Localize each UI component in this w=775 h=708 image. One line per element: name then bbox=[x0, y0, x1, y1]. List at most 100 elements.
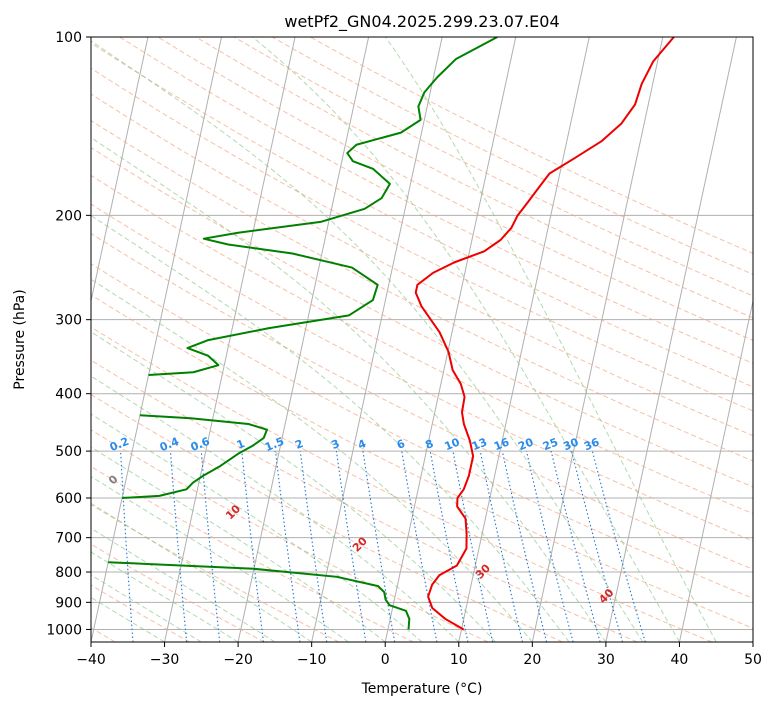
mixing-ratio-label: 10 bbox=[443, 435, 462, 453]
dry-adiabat bbox=[91, 174, 753, 515]
x-axis: −40 −30 −20 −10 0 10 20 30 40 50 bbox=[76, 642, 762, 668]
mixing-ratio-label: 1 bbox=[235, 437, 247, 452]
mixing-ratio-line bbox=[299, 451, 328, 642]
mixing-ratio-line bbox=[335, 451, 367, 642]
y-axis-label: Pressure (hPa) bbox=[12, 289, 28, 389]
moisture-profile-line bbox=[122, 414, 268, 500]
dry-adiabat bbox=[91, 393, 563, 642]
mixing-ratio-line bbox=[591, 450, 646, 642]
moisture-profile-line bbox=[108, 561, 411, 630]
x-tick-label: 50 bbox=[744, 652, 762, 668]
moist-adiabat bbox=[91, 574, 202, 642]
moist-adiabat bbox=[91, 413, 423, 642]
mixing-ratio-label: 36 bbox=[582, 435, 601, 453]
y-tick-label: 400 bbox=[55, 387, 82, 403]
isotherm-line bbox=[531, 37, 664, 642]
mixing-ratio-line bbox=[452, 450, 494, 642]
isotherm-line bbox=[237, 37, 370, 642]
y-tick-label: 300 bbox=[55, 313, 82, 329]
mixing-ratio-line bbox=[274, 451, 301, 642]
moist-adiabat bbox=[91, 475, 349, 642]
dry-adiabat bbox=[195, 37, 753, 319]
x-tick-label: −40 bbox=[76, 652, 106, 668]
mixing-ratio-label: 8 bbox=[423, 437, 435, 452]
temperature-profile-line bbox=[414, 37, 675, 631]
isotherm-line bbox=[678, 298, 753, 642]
mixing-ratio-line bbox=[550, 450, 601, 642]
moist-adiabat bbox=[91, 214, 570, 642]
dry-adiabat bbox=[91, 326, 712, 642]
moisture-profile-line bbox=[148, 37, 498, 377]
x-tick-label: 10 bbox=[450, 652, 468, 668]
x-tick-label: 30 bbox=[597, 652, 615, 668]
isotherm-line bbox=[91, 37, 222, 642]
x-tick-label: 40 bbox=[671, 652, 689, 668]
mixing-ratio-line bbox=[429, 451, 469, 642]
x-tick-label: 0 bbox=[381, 652, 390, 668]
plot-frame bbox=[90, 36, 754, 643]
mixing-ratio-line bbox=[241, 451, 265, 642]
dry-adiabat bbox=[91, 147, 753, 488]
background-lines bbox=[91, 37, 753, 642]
moist-adiabat bbox=[91, 375, 460, 642]
isotherm-gridlines bbox=[91, 37, 753, 642]
mixing-ratio-label: 16 bbox=[492, 435, 511, 453]
dry-adiabat bbox=[91, 119, 753, 462]
y-tick-label: 800 bbox=[55, 565, 82, 581]
isotherm-line bbox=[605, 37, 737, 642]
x-axis-label: Temperature (°C) bbox=[361, 681, 483, 697]
mixing-ratio-label: 3 bbox=[329, 437, 341, 452]
isotherm-line bbox=[384, 37, 517, 642]
x-tick-label: 20 bbox=[523, 652, 541, 668]
y-tick-label: 700 bbox=[55, 531, 82, 547]
dry-adiabat bbox=[310, 37, 753, 254]
moist-adiabat bbox=[91, 278, 533, 642]
y-tick-label: 200 bbox=[55, 208, 82, 224]
moist-adiabat bbox=[91, 551, 239, 642]
isotherm-line bbox=[164, 37, 296, 642]
mixing-ratio-line bbox=[525, 450, 574, 642]
mixing-ratio-line bbox=[479, 450, 524, 642]
y-tick-label: 1000 bbox=[46, 622, 82, 638]
dry-adiabat bbox=[91, 67, 753, 412]
moist-adiabat bbox=[91, 331, 496, 642]
mixing-ratio-label: 20 bbox=[516, 435, 535, 453]
dry-adiabats bbox=[91, 37, 753, 642]
dry-adiabat bbox=[91, 93, 753, 437]
mixing-ratio-label: 2 bbox=[293, 437, 305, 452]
mixing-ratio-line bbox=[571, 450, 624, 642]
dry-adiabat bbox=[157, 37, 753, 341]
mixing-ratio-label: 25 bbox=[541, 436, 560, 454]
moist-adiabat bbox=[252, 37, 680, 642]
mixing-ratio-label: 30 bbox=[561, 435, 580, 453]
isotherm-line bbox=[91, 37, 149, 304]
moist-adiabat bbox=[91, 137, 607, 642]
mixing-ratio-line bbox=[501, 450, 548, 642]
y-tick-label: 100 bbox=[55, 30, 82, 46]
y-tick-label: 500 bbox=[55, 444, 82, 460]
isotherm-line bbox=[458, 37, 590, 642]
dry-adiabat bbox=[91, 359, 638, 642]
x-tick-label: −30 bbox=[150, 652, 180, 668]
moist-adiabat bbox=[91, 40, 644, 642]
dry-adiabat bbox=[91, 504, 340, 642]
dry-adiabat bbox=[91, 466, 414, 642]
mixing-ratio-line bbox=[169, 451, 188, 642]
chart-title: wetPf2_GN04.2025.299.23.07.E04 bbox=[284, 12, 559, 32]
dry-adiabat bbox=[91, 429, 489, 642]
mixing-ratio-lines bbox=[120, 450, 646, 642]
moist-adiabats bbox=[91, 37, 717, 642]
y-axis: 100 200 300 400 500 600 700 800 900 1000 bbox=[46, 30, 91, 638]
y-tick-label: 600 bbox=[55, 491, 82, 507]
x-tick-label: −10 bbox=[297, 652, 327, 668]
dry-adiabat bbox=[119, 37, 753, 364]
mixing-ratio-line bbox=[200, 451, 221, 642]
mixing-ratio-label: 13 bbox=[470, 436, 489, 454]
dry-adiabat bbox=[91, 203, 753, 542]
moist-adiabat bbox=[91, 596, 165, 642]
dry-adiabat bbox=[91, 42, 753, 388]
x-tick-label: −20 bbox=[223, 652, 253, 668]
y-tick-label: 900 bbox=[55, 595, 82, 611]
profile-series bbox=[108, 37, 675, 631]
